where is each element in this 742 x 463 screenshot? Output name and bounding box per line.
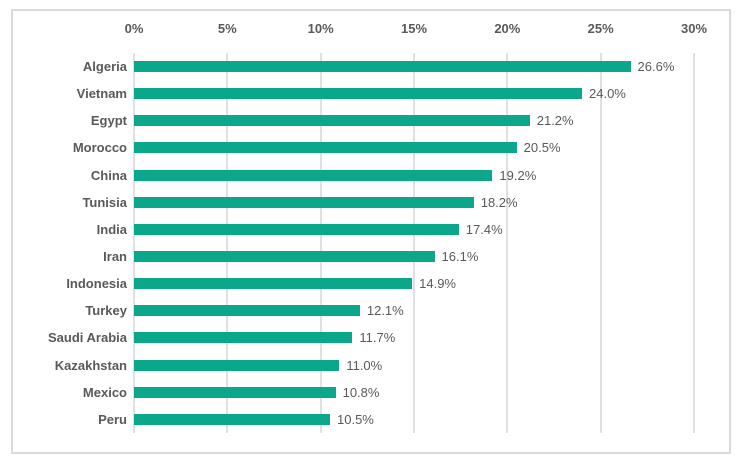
category-label: India — [96, 221, 127, 237]
bar-value-label: 11.0% — [346, 357, 383, 373]
gridline — [133, 53, 135, 433]
gridline — [506, 53, 509, 433]
bar-value-label: 11.7% — [359, 330, 396, 346]
bar-row: 14.9% — [134, 270, 694, 297]
x-axis-tick-label: 25% — [587, 21, 614, 36]
gridline — [693, 53, 695, 433]
bar — [134, 251, 435, 263]
bar-value-label: 10.5% — [337, 411, 374, 427]
bar — [134, 332, 353, 344]
bar-value-label: 12.1% — [366, 303, 404, 319]
bar-value-label: 24.0% — [589, 86, 626, 102]
gridline — [599, 53, 602, 433]
bar — [134, 278, 413, 290]
bar-row: 11.7% — [134, 324, 694, 351]
category-label: Turkey — [85, 303, 127, 319]
category-label: Kazakhstan — [54, 357, 127, 373]
bar-row: 24.0% — [134, 80, 694, 107]
bar-row: 19.2% — [134, 162, 694, 189]
bar-row: 16.1% — [134, 243, 694, 270]
bar-row: 10.5% — [134, 406, 694, 433]
x-axis-tick-label: 0% — [124, 21, 144, 36]
gridline — [413, 53, 415, 433]
bar — [134, 115, 530, 127]
x-axis-tick-label: 5% — [217, 21, 237, 36]
bar — [134, 61, 631, 73]
bar — [134, 359, 340, 371]
bar — [134, 413, 330, 425]
category-label: Algeria — [82, 59, 127, 75]
bar-value-label: 16.1% — [441, 249, 479, 265]
category-label: Vietnam — [76, 86, 127, 102]
category-axis: Algeria Vietnam Egypt Morocco China Tunisia In… — [13, 53, 127, 433]
category-label: China — [90, 167, 127, 183]
bar-row: 10.8% — [134, 379, 694, 406]
bar-value-label: 26.6% — [637, 59, 675, 75]
bar-row: 17.4% — [134, 216, 694, 243]
bar — [134, 196, 474, 208]
gridline — [226, 53, 229, 433]
category-label: Morocco — [72, 140, 127, 156]
bar-value-label: 14.9% — [419, 276, 456, 292]
bar-row: 11.0% — [134, 352, 694, 379]
bar-value-label: 21.2% — [536, 113, 574, 129]
category-label: Iran — [103, 249, 127, 265]
category-label: Egypt — [90, 113, 127, 129]
bar-rows: 26.6% 24.0% 21.2% 20.5% 19.2% 18.2% 17.4% 16.1%… — [134, 53, 694, 433]
bar-value-label: 18.2% — [480, 194, 518, 210]
bar-row: 18.2% — [134, 189, 694, 216]
category-label: Saudi Arabia — [48, 330, 127, 346]
category-label: Mexico — [82, 384, 127, 400]
gridline — [319, 53, 322, 433]
bar-value-label: 20.5% — [523, 140, 561, 156]
category-label: Tunisia — [82, 194, 127, 210]
x-axis: 0% 5% 10% 15% 20% 25% 30% — [13, 11, 729, 43]
x-axis-tick-label: 30% — [680, 21, 708, 36]
bar-row: 21.2% — [134, 107, 694, 134]
x-axis-tick-label: 20% — [494, 21, 521, 36]
bar — [134, 142, 517, 154]
category-label: Peru — [98, 411, 127, 427]
bar — [134, 386, 336, 398]
chart-frame: 0% 5% 10% 15% 20% 25% 30% Algeria Vietnam Egypt M… — [11, 9, 731, 454]
plot-area: 26.6% 24.0% 21.2% 20.5% 19.2% 18.2% 17.4% 16.1%… — [133, 53, 695, 433]
bar-value-label: 17.4% — [465, 221, 503, 237]
bar-row: 20.5% — [134, 134, 694, 161]
bar — [134, 88, 582, 100]
bar-value-label: 10.8% — [342, 384, 380, 400]
category-label: Indonesia — [66, 276, 127, 292]
x-axis-tick-label: 15% — [400, 21, 428, 36]
bar-row: 26.6% — [134, 53, 694, 80]
bar-value-label: 19.2% — [499, 167, 537, 183]
bar — [134, 305, 360, 317]
bar — [134, 169, 493, 181]
x-axis-tick-label: 10% — [307, 21, 334, 36]
bar-row: 12.1% — [134, 297, 694, 324]
bar — [134, 223, 459, 235]
